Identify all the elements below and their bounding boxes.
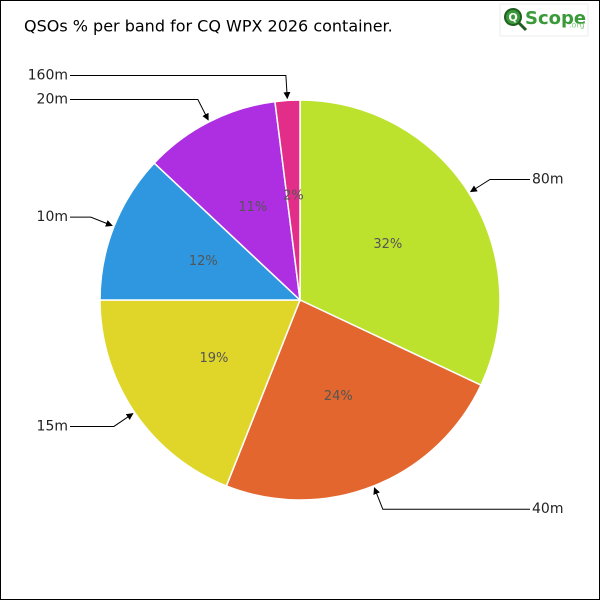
logo-lens (504, 8, 522, 26)
slice-label: 160m (28, 67, 68, 83)
percent-label: 2% (283, 189, 304, 204)
slice-label: 40m (532, 501, 563, 517)
percent-label: 12% (189, 254, 218, 269)
logo-name: Scope (525, 8, 586, 29)
slice-label: 20m (37, 92, 68, 108)
chart-title: QSOs % per band for CQ WPX 2026 containe… (24, 17, 393, 36)
leader-line (70, 216, 113, 227)
slice-label: 15m (37, 418, 68, 434)
logo-handle (517, 21, 528, 32)
percent-label: 11% (238, 200, 267, 215)
logo: Q Scope .org (499, 3, 589, 37)
pie-slice (274, 99, 301, 301)
leader-line (70, 99, 209, 121)
leader-line (373, 487, 530, 510)
pie-slice (99, 299, 302, 487)
percent-label: 24% (324, 389, 353, 404)
percent-label: 32% (373, 237, 402, 252)
pie-slice (225, 298, 482, 501)
leader-line (70, 74, 291, 100)
leader-line (70, 413, 134, 427)
slice-label: 10m (37, 209, 68, 225)
logo-mark: Q (508, 11, 517, 24)
slice-label: 80m (532, 171, 563, 187)
logo-suffix: .org (569, 21, 585, 30)
pie-slice (299, 99, 501, 387)
leader-line (469, 178, 530, 193)
pie-slice (99, 162, 302, 301)
pie-slice (153, 100, 302, 302)
percent-label: 19% (200, 351, 229, 366)
